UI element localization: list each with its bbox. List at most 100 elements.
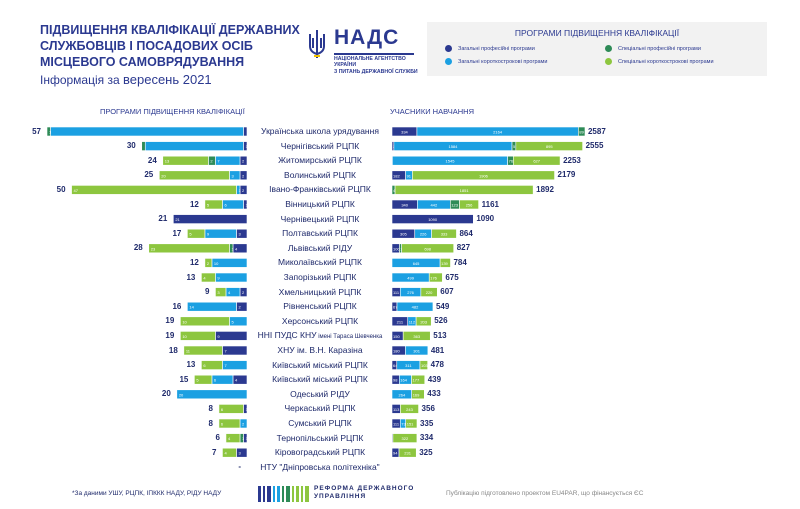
left-segment-label: 4 bbox=[228, 436, 231, 441]
left-segment-label: 5 bbox=[231, 319, 234, 324]
right-bar-segment bbox=[405, 418, 418, 429]
right-segment-label: 76 bbox=[509, 159, 514, 164]
right-segment-label: 182 bbox=[393, 173, 400, 178]
right-bar-segment bbox=[431, 228, 457, 239]
right-chart-title: Учасники навчання bbox=[390, 107, 475, 116]
left-bar-segment bbox=[141, 141, 146, 151]
left-bar-segment bbox=[215, 331, 248, 341]
left-segment-label: 1 bbox=[231, 246, 234, 251]
left-segment-label: 5 bbox=[207, 203, 210, 208]
legend-label: Спеціальні професійні програми bbox=[618, 45, 701, 52]
left-total-value: 13 bbox=[186, 360, 196, 370]
left-bar-segment bbox=[162, 155, 209, 166]
left-segment-label: 5 bbox=[189, 232, 192, 237]
left-bar-segment bbox=[204, 199, 223, 210]
right-segment-label: 91 bbox=[407, 173, 412, 178]
left-total-value: 28 bbox=[133, 243, 143, 253]
row-label: Волинський РЦПК bbox=[284, 169, 356, 180]
row-label: ННІ ПУДС КНУ імені Тараса Шевченка bbox=[257, 330, 383, 341]
legend-item-special-professional: Спеціальні професійні програми bbox=[605, 45, 701, 52]
left-total-value: 50 bbox=[56, 184, 66, 194]
period-month: вересень 2021 bbox=[123, 72, 212, 87]
left-segment-label: 2 bbox=[210, 159, 213, 164]
left-total-value: 19 bbox=[165, 316, 175, 326]
right-total-value: 2179 bbox=[557, 170, 576, 180]
left-bar-segment bbox=[180, 316, 230, 327]
row-label: Миколаївський РЦПК bbox=[278, 257, 362, 268]
right-segment-label: 2164 bbox=[493, 130, 503, 135]
left-bar-segment bbox=[180, 331, 216, 341]
left-segment-label: 2 bbox=[242, 422, 245, 427]
left-bar-segment bbox=[71, 185, 237, 195]
row-label: Тернопільський РЦПК bbox=[276, 432, 364, 443]
left-segment-label: 1 bbox=[245, 436, 248, 441]
right-segment-label: 482 bbox=[412, 305, 419, 310]
right-segment-label: 311 bbox=[405, 363, 412, 368]
legend: Програми підвищення кваліфікації Загальн… bbox=[427, 22, 767, 76]
right-bar-segment bbox=[419, 360, 428, 370]
row-label: Львівський РІДУ bbox=[287, 242, 353, 253]
left-segment-label: 4 bbox=[228, 290, 231, 295]
right-bar-segment bbox=[402, 331, 431, 341]
left-segment-label: 1 bbox=[245, 407, 248, 412]
row-label: Кіровоградський РЦПК bbox=[274, 447, 366, 458]
left-bar-segment bbox=[194, 374, 213, 385]
right-total-value: 1161 bbox=[481, 199, 499, 209]
left-bar-segment bbox=[148, 243, 230, 254]
right-segment-label: 111 bbox=[393, 422, 400, 427]
left-bar-segment bbox=[218, 404, 244, 414]
row-label: Рівненський РЦПК bbox=[283, 301, 357, 312]
right-bar-segment bbox=[391, 214, 474, 224]
legend-label: Загальні короткострокові програми bbox=[458, 58, 548, 65]
right-segment-label: 123 bbox=[451, 203, 458, 208]
right-bar-segment bbox=[428, 272, 443, 283]
left-segment-label: 2 bbox=[242, 188, 245, 193]
left-total-value: 57 bbox=[32, 126, 41, 136]
right-segment-label: 150 bbox=[393, 334, 400, 339]
row-label: Полтавський РЦПК bbox=[282, 228, 358, 239]
left-segment-label: 6 bbox=[214, 378, 217, 383]
left-bar-segment bbox=[46, 126, 51, 137]
right-total-value: 1892 bbox=[536, 184, 554, 194]
row-label: Запорізький РЦПК bbox=[283, 272, 357, 282]
left-total-value: 24 bbox=[147, 155, 157, 165]
left-total-value: 16 bbox=[172, 301, 182, 311]
left-segment-label: 1 bbox=[242, 436, 245, 441]
logo-subtitle: НАЦІОНАЛЬНЕ АГЕНТСТВО УКРАЇНИ З ПИТАНЬ Д… bbox=[334, 56, 420, 75]
left-total-value: 8 bbox=[208, 418, 213, 428]
left-segment-label: 47 bbox=[74, 188, 79, 193]
logo-subtitle-line2: З ПИТАНЬ ДЕРЖАВНОЇ СЛУЖБИ bbox=[334, 68, 418, 75]
row-label: Хмельницький РЦПК bbox=[278, 286, 362, 297]
legend-swatch bbox=[445, 45, 452, 52]
left-segment-label: 6 bbox=[224, 203, 227, 208]
right-segment-label: 231 bbox=[404, 451, 411, 456]
right-segment-label: 111 bbox=[393, 290, 400, 295]
row-label: Українська школа урядування bbox=[261, 126, 379, 136]
left-segment-label: 20 bbox=[179, 392, 184, 397]
right-segment-label: 301 bbox=[413, 349, 420, 354]
left-bar-segment bbox=[222, 447, 237, 458]
right-segment-label: 1906 bbox=[479, 173, 489, 178]
left-chart-title: Програми підвищення кваліфікації bbox=[100, 107, 245, 116]
left-total-value: 9 bbox=[204, 287, 210, 297]
left-segment-label: 1 bbox=[245, 203, 248, 208]
left-total-value: 12 bbox=[189, 199, 199, 209]
right-segment-label: 276 bbox=[407, 290, 414, 295]
right-segment-label: 1584 bbox=[448, 144, 458, 149]
right-bar-segment bbox=[398, 447, 417, 458]
legend-item-special-short: Спеціальні короткострокові програми bbox=[605, 58, 714, 65]
left-bar-segment bbox=[50, 126, 244, 137]
right-total-value: 325 bbox=[419, 447, 433, 457]
left-total-value: 13 bbox=[186, 272, 196, 282]
left-segment-label: 1 bbox=[238, 188, 241, 193]
logo-divider bbox=[334, 53, 414, 55]
right-total-value: 335 bbox=[419, 418, 434, 428]
right-total-value: 784 bbox=[453, 257, 467, 267]
left-bar-segment bbox=[215, 272, 248, 283]
left-segment-label: 7 bbox=[224, 363, 227, 368]
right-segment-label: 100 bbox=[393, 246, 400, 251]
legend-swatch bbox=[605, 58, 612, 65]
reform-text: РЕФОРМА ДЕРЖАВНОГО УПРАВЛІННЯ bbox=[314, 485, 414, 501]
right-segment-label: 164 bbox=[400, 378, 407, 383]
